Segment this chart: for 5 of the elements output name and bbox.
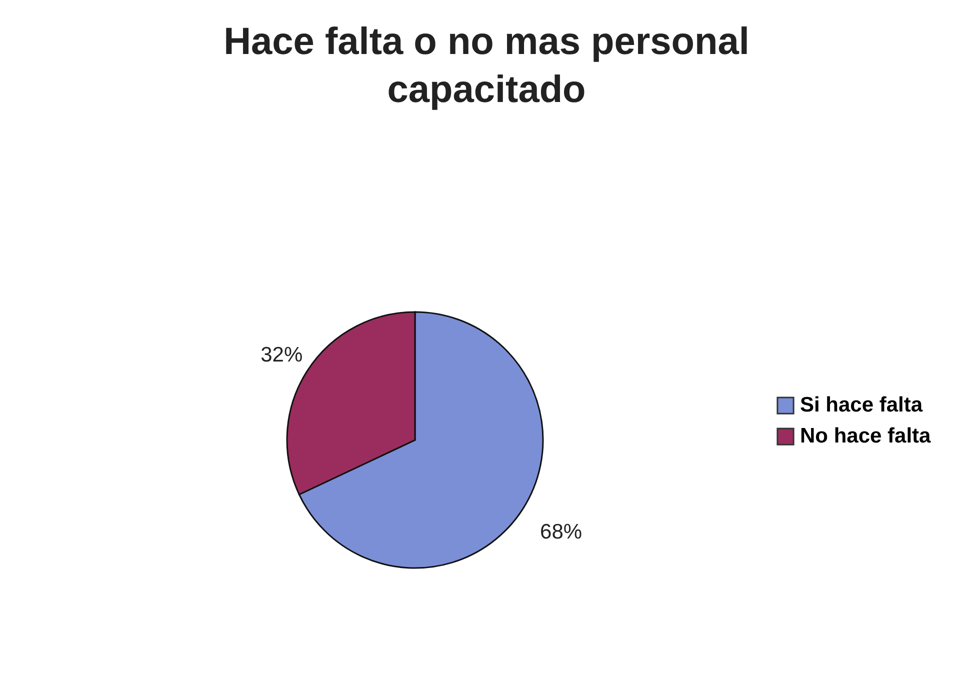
data-label: 32%: [260, 343, 303, 366]
chart-title: Hace falta o no mas personal capacitado: [224, 21, 750, 111]
legend-label: Si hace falta: [800, 394, 923, 416]
legend-label: No hace falta: [800, 424, 932, 448]
data-label: 68%: [540, 520, 582, 544]
